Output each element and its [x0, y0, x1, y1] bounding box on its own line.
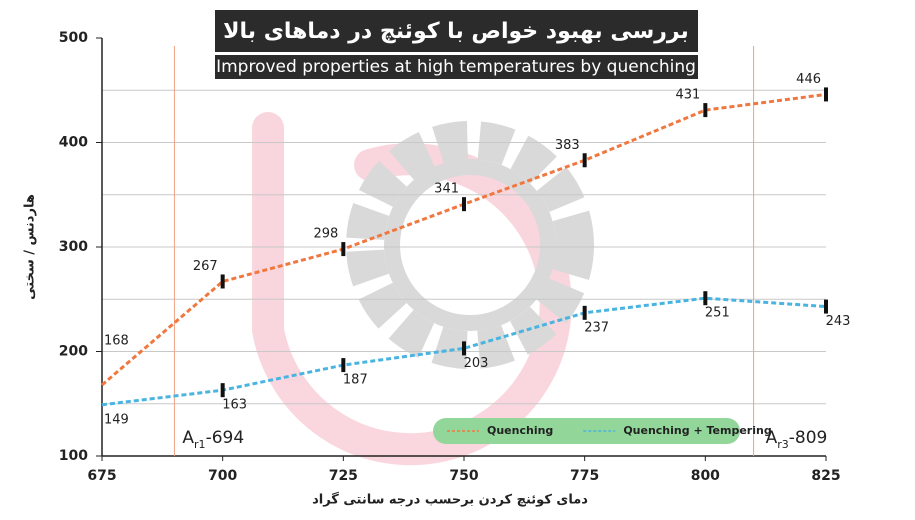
- data-label: 237: [584, 320, 609, 335]
- title-box: [215, 10, 698, 52]
- y-tick-label: 300: [59, 239, 88, 255]
- x-tick-label: 825: [811, 468, 840, 484]
- x-tick-label: 775: [570, 468, 599, 484]
- data-label: 251: [705, 306, 730, 321]
- annotation: Ar3-809: [766, 428, 828, 451]
- point-marker: [582, 153, 587, 168]
- x-tick-label: 750: [449, 468, 478, 484]
- data-label: 149: [104, 412, 129, 427]
- x-tick-label: 700: [208, 468, 237, 484]
- point-marker: [462, 341, 466, 356]
- point-marker: [220, 274, 225, 289]
- x-axis-label: دمای کوئنچ کردن برحسب درجه سانتی گراد: [312, 492, 588, 508]
- y-tick-label: 100: [59, 448, 88, 464]
- point-marker: [824, 87, 828, 102]
- point-marker: [462, 197, 466, 212]
- data-label: 243: [826, 314, 851, 329]
- annotation-text: A: [182, 428, 194, 448]
- data-label: 341: [434, 182, 459, 197]
- y-tick-label: 200: [59, 344, 88, 360]
- annotation-suffix: -694: [206, 428, 245, 448]
- point-marker: [824, 299, 828, 314]
- annotation-sub: r3: [777, 438, 789, 451]
- data-label: 298: [314, 227, 339, 242]
- chart-subtitle: Improved properties at high temperatures…: [216, 57, 696, 77]
- y-tick-label: 400: [59, 135, 88, 151]
- watermark: [252, 112, 594, 466]
- point-marker: [703, 103, 708, 118]
- annotation-sub: r1: [194, 438, 206, 451]
- annotation-text: A: [766, 428, 778, 448]
- point-marker: [582, 305, 587, 320]
- data-label: 431: [676, 88, 701, 103]
- x-tick-label: 800: [691, 468, 720, 484]
- x-tick-label: 725: [329, 468, 358, 484]
- data-label: 203: [464, 356, 489, 371]
- legend-label: Quenching + Tempering: [623, 424, 771, 437]
- data-label: 267: [193, 259, 218, 274]
- annotation: Ar1-694: [182, 428, 244, 451]
- legend-box: [433, 418, 740, 444]
- legend: Quenching Quenching + Tempering: [433, 418, 772, 444]
- point-marker: [341, 358, 346, 373]
- data-label: 446: [796, 72, 821, 87]
- data-label: 168: [104, 333, 129, 348]
- data-label: 163: [222, 398, 247, 413]
- point-marker: [341, 242, 346, 257]
- y-axis-label: هاردنس / سختی: [23, 194, 38, 300]
- subtitle-box: [215, 55, 698, 79]
- point-marker: [220, 383, 225, 398]
- y-tick-label: 500: [59, 30, 88, 46]
- data-label: 383: [555, 138, 580, 153]
- chart-title: بررسی بهبود خواص با کوئنچ در دماهای بالا: [223, 19, 689, 44]
- point-marker: [703, 291, 708, 306]
- x-tick-label: 675: [87, 468, 116, 484]
- data-label: 187: [343, 373, 368, 388]
- annotation-suffix: -809: [789, 428, 828, 448]
- legend-label: Quenching: [487, 424, 553, 437]
